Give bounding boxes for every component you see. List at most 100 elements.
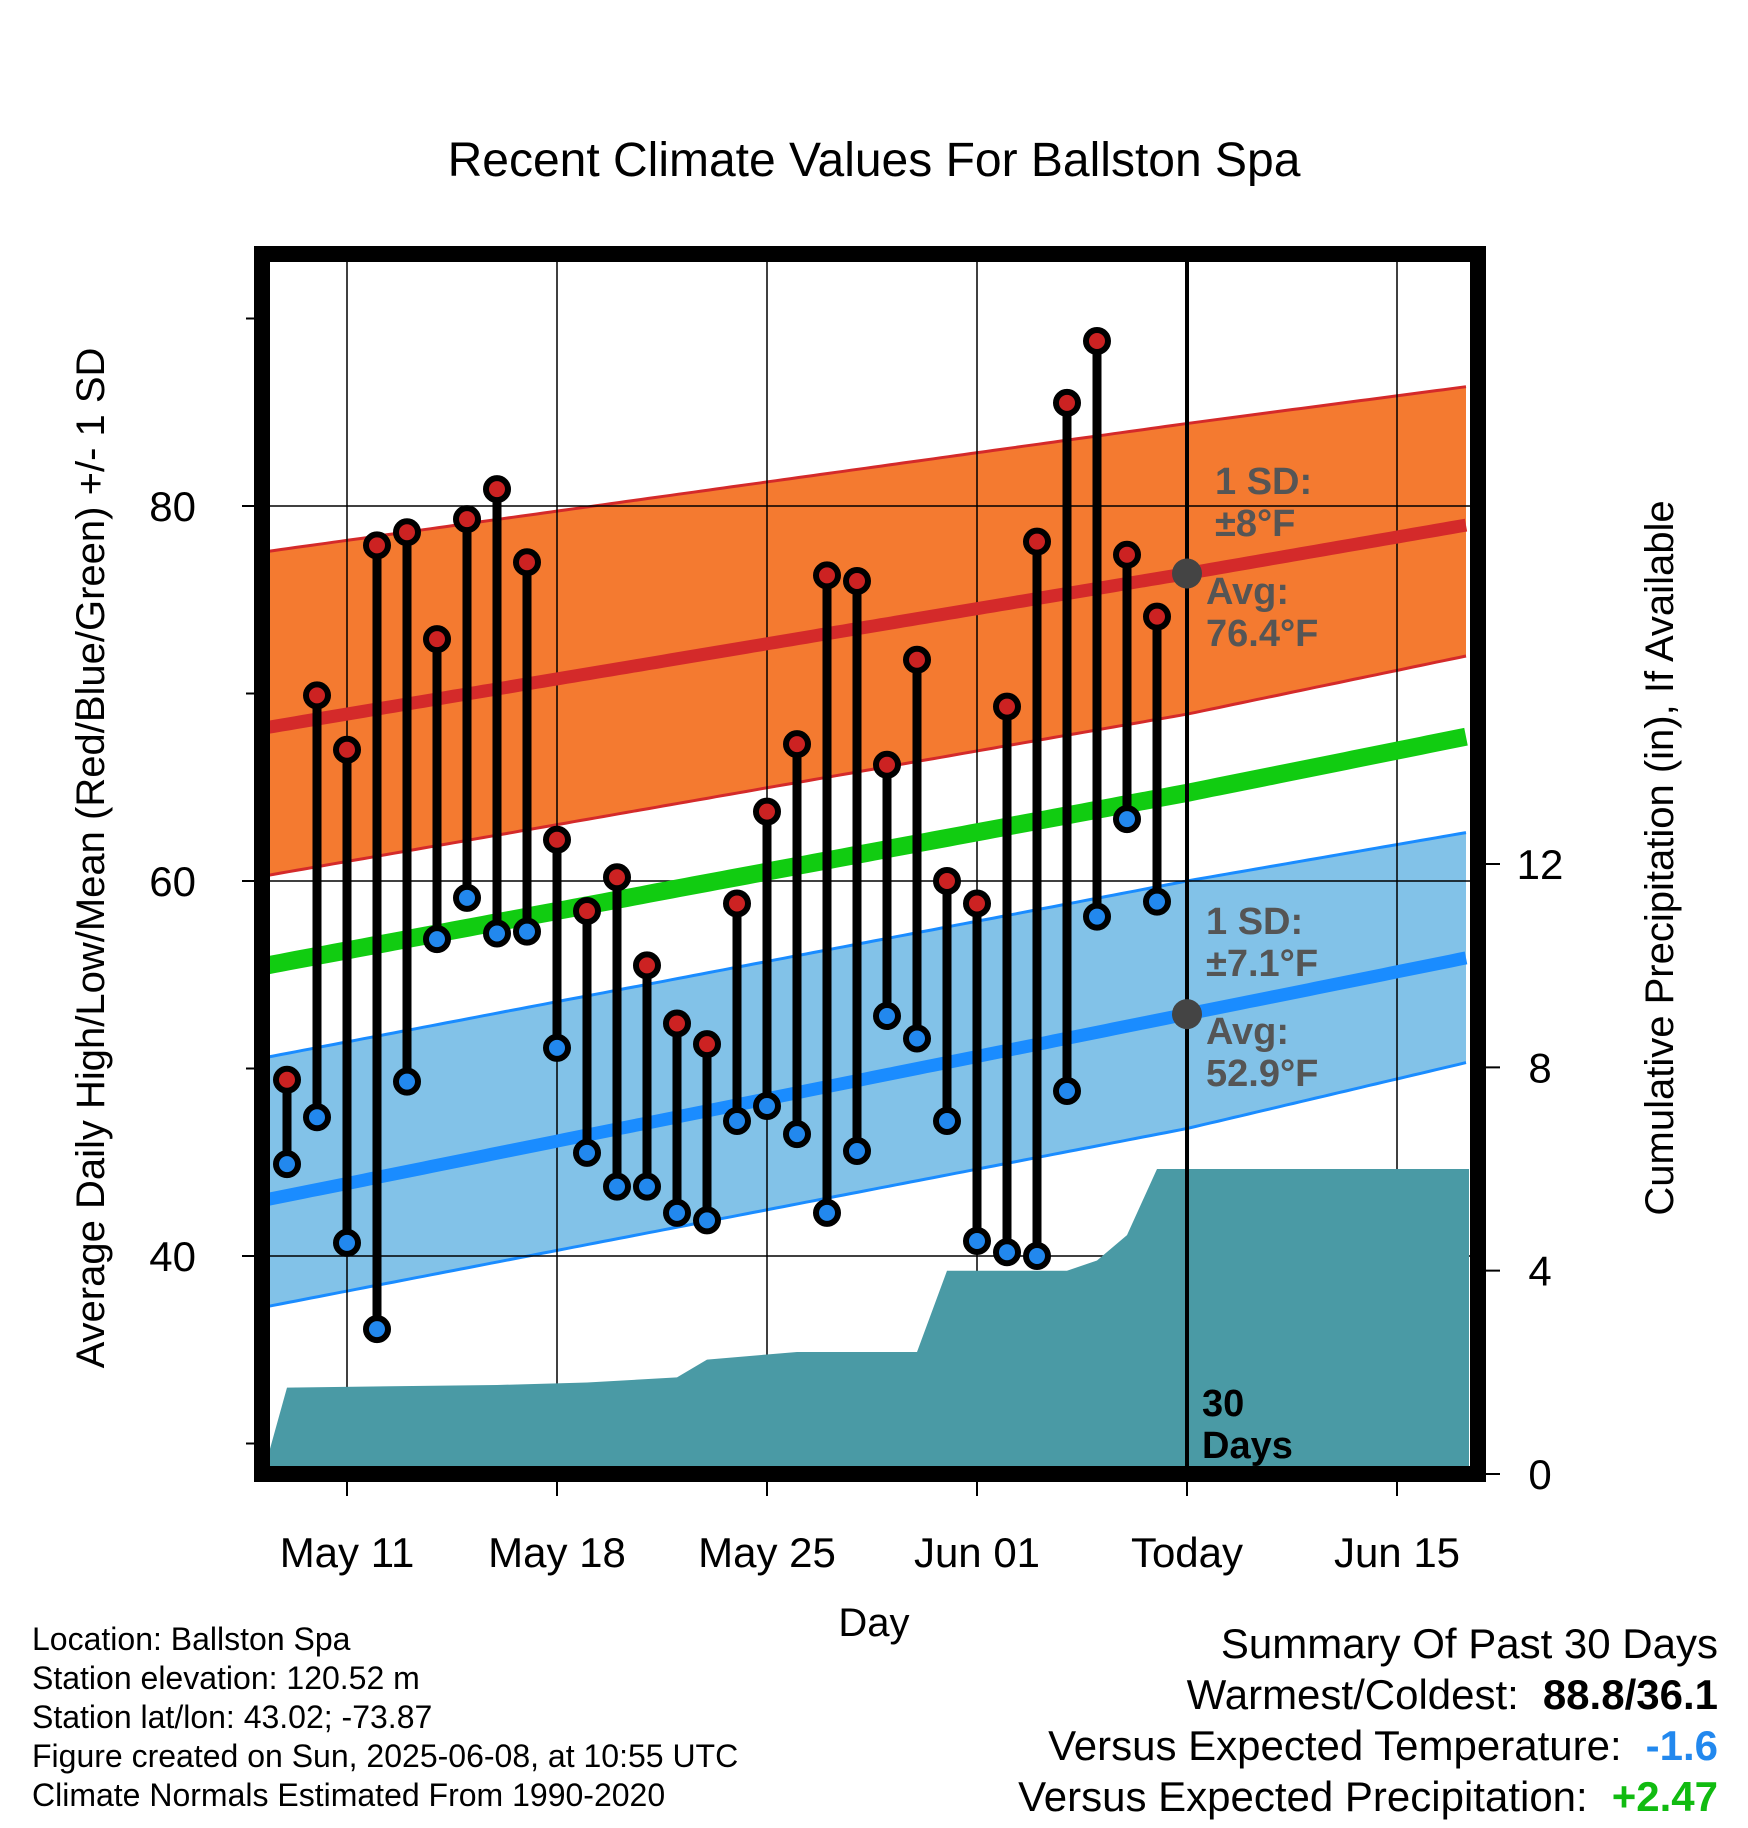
daily-high-point (1113, 540, 1141, 569)
daily-low-point (693, 1206, 721, 1235)
y-tick-label: 40 (149, 1233, 196, 1280)
daily-low-point (603, 1172, 631, 1201)
daily-low-point (963, 1227, 991, 1255)
daily-low-point (483, 919, 511, 948)
latlon-text: Station lat/lon: 43.02; -73.87 (32, 1699, 433, 1735)
daily-high-point (1143, 602, 1171, 631)
daily-high-point (813, 561, 841, 590)
y-axis-label: Average Daily High/Low/Mean (Red/Blue/Gr… (69, 348, 113, 1369)
daily-high-point (933, 867, 961, 895)
daily-high-point (333, 735, 361, 764)
summary-panel: Summary Of Past 30 Days Warmest/Coldest:… (1018, 1618, 1718, 1822)
daily-high-point (963, 889, 991, 918)
daily-low-point (393, 1067, 421, 1096)
daily-high-point (1023, 527, 1051, 556)
daily-high-point (1083, 327, 1111, 355)
y2-tick-label: 8 (1528, 1044, 1551, 1091)
daily-low-point (843, 1137, 871, 1165)
daily-low-point (753, 1092, 781, 1120)
daily-high-point (393, 518, 421, 547)
daily-low-point (813, 1198, 841, 1227)
daily-high-point (543, 825, 571, 854)
low-sd-label: 1 SD: ±7.1°F (1206, 901, 1318, 985)
daily-high-point (573, 897, 601, 925)
daily-low-point (723, 1107, 751, 1135)
daily-low-point (363, 1315, 391, 1344)
daily-high-point (873, 750, 901, 779)
daily-low-point (453, 883, 481, 912)
x-tick-label: May 11 (280, 1529, 415, 1576)
plot-area: 1 SD: ±8°F Avg: 76.4°F 1 SD: ±7.1°F Avg: 52.9°F… (149, 246, 1564, 1576)
daily-low-point (543, 1033, 571, 1062)
daily-low-point (513, 917, 541, 946)
daily-high-point (513, 548, 541, 577)
daily-low-point (423, 925, 451, 954)
y-tick-label: 60 (149, 858, 196, 905)
summary-temp: Versus Expected Temperature: -1.6 (1018, 1720, 1718, 1771)
daily-high-point (1053, 388, 1081, 417)
precip-label: Versus Expected Precipitation: (1018, 1773, 1588, 1820)
avg-low-marker (1172, 999, 1202, 1030)
daily-low-point (273, 1150, 301, 1179)
temp-label: Versus Expected Temperature: (1048, 1722, 1622, 1769)
summary-title: Summary Of Past 30 Days (1220, 1620, 1718, 1667)
daily-low-point (933, 1107, 961, 1135)
y2-axis-label: Cumulative Precipitation (in), If Availa… (1638, 500, 1682, 1215)
x-tick-label: Today (1131, 1529, 1243, 1576)
daily-low-point (663, 1198, 691, 1227)
daily-low-point (873, 1002, 901, 1030)
daily-low-point (1023, 1242, 1051, 1270)
daily-high-point (663, 1009, 691, 1038)
daily-high-point (723, 889, 751, 918)
daily-high-point (363, 531, 391, 560)
daily-low-point (903, 1024, 931, 1053)
daily-low-point (1113, 805, 1141, 834)
daily-low-point (573, 1138, 601, 1167)
daily-high-point (633, 951, 661, 980)
daily-high-point (423, 625, 451, 654)
avg-high-marker (1172, 558, 1202, 589)
y2-tick-label: 0 (1528, 1451, 1551, 1498)
x-tick-label: May 25 (698, 1529, 836, 1576)
daily-high-point (273, 1065, 301, 1094)
precipitation-area (262, 1169, 1469, 1474)
low-sd-band-lower-edge (262, 1061, 1467, 1310)
high-avg-label: Avg: 76.4°F (1206, 571, 1318, 655)
y2-tick-label: 12 (1517, 841, 1564, 888)
station-info: Location: Ballston Spa Station elevation… (32, 1620, 738, 1815)
high-sd-band-upper-edge (262, 385, 1467, 554)
created-text: Figure created on Sun, 2025-06-08, at 10… (32, 1738, 739, 1774)
y2-tick-label: 4 (1528, 1248, 1551, 1295)
daily-high-point (483, 475, 511, 504)
daily-high-point (843, 567, 871, 595)
daily-low-point (1143, 887, 1171, 916)
high-sd-label: 1 SD: ±8°F (1215, 461, 1312, 545)
chart-title: Recent Climate Values For Ballston Spa (448, 134, 1301, 187)
x-tick-label: Jun 01 (914, 1529, 1040, 1576)
summary-precip: Versus Expected Precipitation: +2.47 (1018, 1771, 1718, 1822)
daily-high-point (603, 863, 631, 892)
daily-low-point (633, 1172, 661, 1201)
temp-value: -1.6 (1645, 1722, 1718, 1769)
summary-warm-cold: Warmest/Coldest: 88.8/36.1 (1018, 1669, 1718, 1720)
daily-high-point (753, 797, 781, 826)
low-sd-band (262, 832, 1466, 1308)
daily-low-point (303, 1103, 331, 1132)
daily-high-point (303, 681, 331, 710)
daily-high-point (993, 692, 1021, 721)
daily-low-point (333, 1228, 361, 1257)
daily-high-point (453, 505, 481, 534)
daily-low-point (1083, 902, 1111, 931)
x-axis-label: Day (838, 1601, 909, 1645)
low-avg-label: Avg: 52.9°F (1206, 1011, 1318, 1095)
normals-text: Climate Normals Estimated From 1990-2020 (32, 1777, 666, 1813)
plot-contents (262, 254, 1478, 1474)
warm-cold-label: Warmest/Coldest: (1186, 1671, 1519, 1718)
daily-low-point (783, 1120, 811, 1149)
daily-high-point (783, 730, 811, 759)
days-label: 30 Days (1202, 1383, 1293, 1467)
x-tick-label: May 18 (488, 1529, 626, 1576)
x-tick-label: Jun 15 (1334, 1529, 1460, 1576)
daily-low-point (993, 1238, 1021, 1267)
